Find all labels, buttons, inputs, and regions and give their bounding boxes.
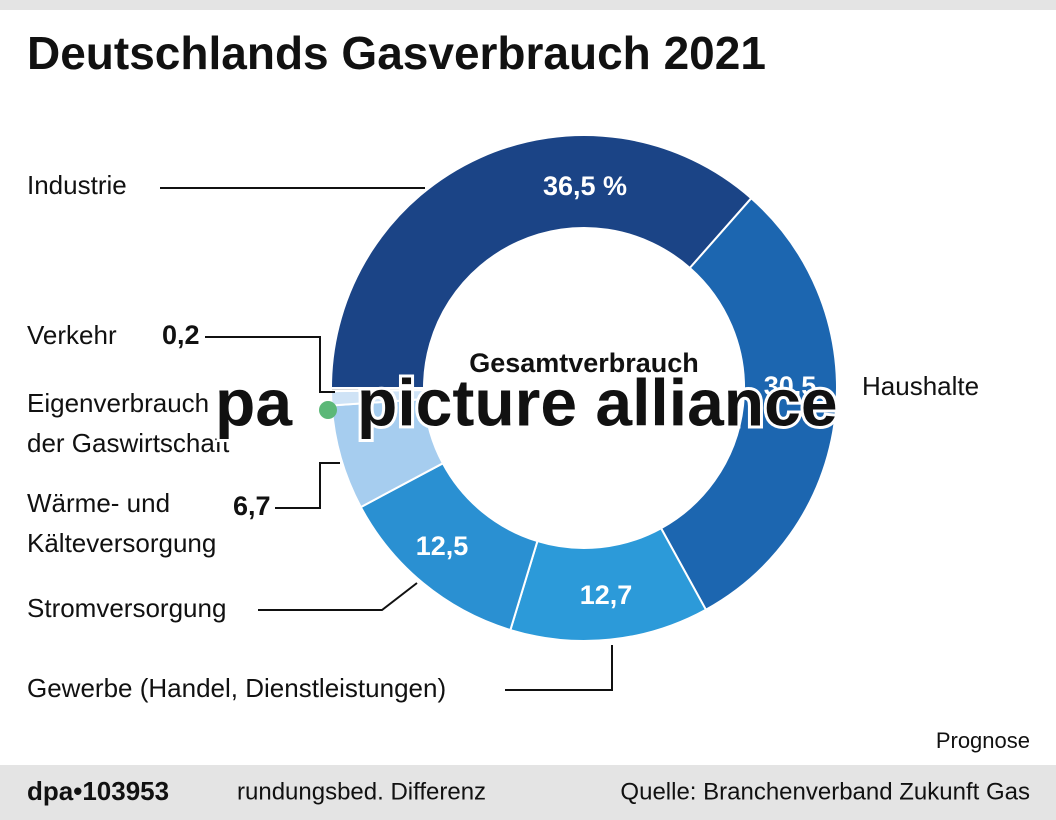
value-label: 0,2	[162, 320, 200, 350]
category-label: Haushalte	[862, 371, 979, 401]
value-label: 30,5	[764, 371, 817, 401]
category-label: Stromversorgung	[27, 593, 226, 623]
slice	[329, 387, 426, 393]
value-label: 36,5 %	[543, 171, 627, 201]
center-label: Gesamtverbrauch	[469, 348, 699, 378]
category-label: Gewerbe (Handel, Dienstleistungen)	[27, 673, 446, 703]
value-label: 6,7	[233, 491, 271, 521]
value-label: 12,5	[416, 531, 469, 561]
category-label: Wärme- und Kälteversorgung	[27, 488, 216, 558]
category-label: Eigenverbrauch der Gaswirtschaft	[27, 388, 230, 458]
top-band	[0, 0, 1056, 10]
watermark-text: picture alliance	[357, 365, 838, 439]
footer-band	[0, 765, 1056, 820]
note: Prognose	[936, 728, 1030, 753]
category-label: Verkehr	[27, 320, 117, 350]
slice	[659, 196, 838, 612]
watermark-text: pa	[215, 365, 293, 439]
watermark: pa picture alliance	[212, 362, 841, 442]
credit: dpa•103953	[27, 776, 169, 806]
donut	[329, 134, 838, 642]
slice	[329, 134, 753, 389]
leader-line	[258, 582, 418, 611]
value-label: 12,7	[580, 580, 633, 610]
footnote: rundungsbed. Differenz	[237, 778, 486, 805]
chart-title: Deutschlands Gasverbrauch 2021	[27, 27, 766, 79]
category-label: Industrie	[27, 170, 127, 200]
leader-line	[205, 336, 335, 393]
source: Quelle: Branchenverband Zukunft Gas	[620, 778, 1030, 805]
watermark-dot	[319, 401, 337, 419]
leader-line	[505, 645, 613, 691]
leader-line	[275, 462, 340, 509]
